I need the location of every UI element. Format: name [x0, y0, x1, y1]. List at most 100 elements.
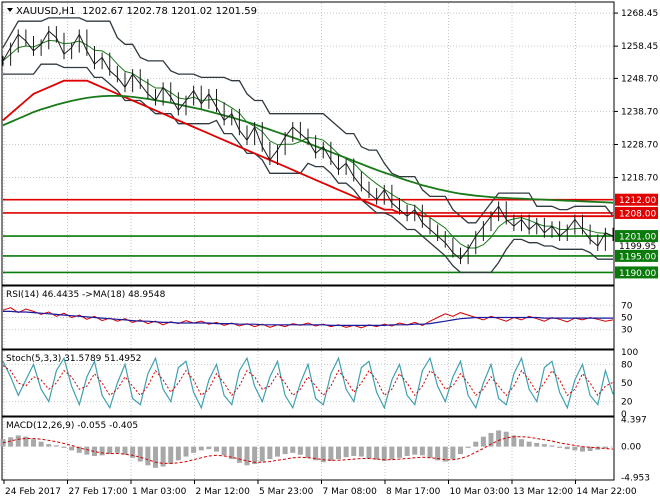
- stochastic-y-tick-label: 100: [621, 348, 638, 358]
- macd-histogram-bar: [122, 446, 128, 455]
- macd-histogram-bar: [397, 446, 402, 458]
- macd-histogram-bar: [38, 441, 44, 447]
- level-price-tag: [615, 249, 658, 262]
- macd-histogram-bar: [435, 446, 441, 461]
- macd-histogram-bar: [153, 446, 158, 468]
- price-y-tick-label: 1238.70: [621, 107, 658, 117]
- macd-histogram-bar: [183, 446, 189, 457]
- macd-histogram-bar: [290, 446, 296, 453]
- rsi-series-group: [2, 307, 614, 329]
- x-tick-label: 24 Feb 2017: [5, 487, 61, 497]
- macd-histogram-bar: [282, 446, 288, 455]
- level-price-label: 1190.00: [619, 269, 656, 279]
- macd-histogram-bar: [450, 446, 456, 460]
- stochastic-y-tick-label: 0: [621, 410, 627, 420]
- macd-histogram-bar: [53, 445, 59, 447]
- stochastic-y-tick-label: 80: [621, 360, 633, 370]
- level-price-label: 1201.00: [619, 233, 656, 243]
- macd-histogram-bar: [313, 446, 319, 461]
- macd-histogram-bar: [519, 439, 524, 447]
- macd-histogram-bar: [473, 441, 479, 447]
- macd-histogram-bar: [526, 441, 532, 447]
- macd-histogram-bar: [602, 446, 608, 449]
- stochastic-y-tick-label: 20: [621, 398, 633, 408]
- macd-histogram-bar: [549, 445, 555, 447]
- macd-histogram-bar: [419, 446, 425, 456]
- level-price-tag: [615, 206, 658, 219]
- macd-histogram-bar: [336, 446, 341, 460]
- current-price-label: 1199.95: [619, 242, 656, 252]
- price-series-group: [2, 17, 614, 274]
- bollinger-lower-line: [3, 63, 613, 274]
- macd-histogram-bar: [267, 446, 273, 460]
- ohlc-values: 1202.67 1202.78 1201.02 1201.59: [82, 6, 257, 17]
- macd-histogram-bar: [305, 446, 311, 458]
- macd-histogram-bar: [114, 446, 120, 453]
- macd-histogram-bar: [244, 446, 250, 466]
- rsi-y-tick-label: 50: [621, 314, 633, 324]
- x-tick-label: 8 Mar 17:00: [386, 487, 441, 497]
- macd-histogram-bar: [366, 446, 372, 459]
- level-price-tag: [615, 266, 658, 279]
- macd-histogram-bar: [275, 446, 280, 457]
- rsi-line: [2, 307, 614, 329]
- x-tick-label: 5 Mar 23:00: [259, 487, 314, 497]
- macd-title: MACD(12,26,9) -0.055 -0.405: [6, 421, 138, 431]
- macd-histogram-bar: [23, 436, 29, 447]
- horizontal-levels: [3, 198, 613, 274]
- macd-histogram-bar: [107, 446, 113, 455]
- x-tick-label: 1 Mar 03:00: [132, 487, 187, 497]
- level-price-tag: [615, 230, 658, 243]
- x-tick-label: 2 Mar 12:00: [196, 487, 251, 497]
- macd-histogram-bar: [458, 446, 463, 455]
- price-y-tick-label: 1248.70: [621, 74, 658, 84]
- macd-histogram-bar: [221, 446, 227, 456]
- macd-histogram-bar: [99, 446, 105, 456]
- macd-histogram-bar: [465, 446, 471, 448]
- grid-lines: [3, 3, 613, 479]
- macd-histogram-bar: [175, 446, 181, 461]
- macd-histogram-bar: [297, 446, 303, 455]
- macd-histogram-bar: [84, 446, 90, 455]
- dropdown-triangle-icon[interactable]: [7, 8, 13, 12]
- macd-histogram-bar: [130, 446, 136, 458]
- macd-histogram-bar: [511, 435, 517, 447]
- macd-histogram-bar: [358, 446, 364, 457]
- macd-histogram-bar: [480, 436, 486, 447]
- macd-histogram-bar: [252, 446, 258, 465]
- macd-histogram-bar: [412, 446, 418, 455]
- macd-histogram-bar: [557, 446, 563, 448]
- macd-histogram-bar: [328, 446, 334, 461]
- macd-histogram-bar: [427, 446, 433, 458]
- macd-series-group: [0, 430, 616, 468]
- macd-signal-line: [2, 436, 614, 464]
- macd-histogram-bar: [191, 446, 197, 453]
- macd-histogram-bar: [15, 435, 21, 447]
- macd-y-tick-label: -4.953: [621, 473, 650, 483]
- price-line: [2, 30, 614, 260]
- macd-histogram-bar: [503, 431, 509, 447]
- price-y-tick-label: 1218.70: [621, 174, 658, 184]
- rsi-y-tick-label: 30: [621, 326, 633, 336]
- macd-histogram-bar: [8, 437, 14, 447]
- macd-histogram-bar: [214, 446, 219, 452]
- rsi-ma-line: [3, 310, 613, 326]
- macd-histogram-bar: [61, 446, 67, 448]
- macd-histogram-bar: [160, 446, 166, 467]
- macd-histogram-bar: [229, 446, 235, 460]
- price-y-tick-label: 1258.45: [621, 42, 658, 52]
- level-price-label: 1195.00: [619, 252, 656, 262]
- x-tick-label: 7 Mar 08:00: [323, 487, 378, 497]
- macd-histogram-bar: [580, 446, 585, 452]
- level-price-label: 1208.00: [619, 209, 656, 219]
- macd-histogram-bar: [572, 446, 578, 451]
- macd-y-tick-label: 0.00: [621, 443, 641, 453]
- macd-histogram-bar: [442, 446, 448, 462]
- x-tick-label: 14 Mar 22:00: [577, 487, 637, 497]
- stochastic-series-group: [2, 356, 614, 410]
- symbol-label: XAUUSD,H1: [16, 6, 75, 17]
- macd-histogram-bar: [541, 444, 547, 447]
- macd-histogram-bar: [198, 446, 204, 451]
- macd-histogram-bar: [488, 432, 494, 447]
